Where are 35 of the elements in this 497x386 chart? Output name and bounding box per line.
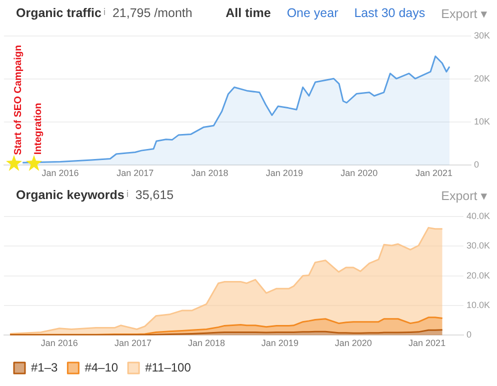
legend-label: #1–3: [31, 360, 58, 374]
x-tick-label: Jan 2017: [114, 338, 152, 348]
text: All time: [226, 6, 271, 20]
y-tick-label: 10.0K: [466, 300, 490, 310]
annotation: Start of SEO Campaign: [12, 45, 24, 156]
x-tick-label: Jan 2016: [42, 168, 79, 178]
y-tick-label: 10K: [474, 116, 490, 127]
x-tick-label: Jan 2020: [334, 338, 372, 348]
text: Last 30 days: [354, 6, 426, 20]
x-tick-label: Jan 2018: [191, 168, 228, 178]
text: Export ▾: [441, 188, 487, 202]
y-tick-label: 30.0K: [466, 240, 490, 251]
legend-label: #4–10: [84, 360, 118, 374]
y-tick-label: 0: [474, 160, 479, 170]
chart-subtitle: 21,795 /month: [112, 6, 192, 20]
legend-label: #11–100: [145, 360, 192, 374]
y-tick-label: 20K: [474, 74, 490, 84]
x-tick-label: Jan 2016: [40, 338, 78, 348]
x-tick-label: Jan 2019: [266, 168, 303, 178]
x-tick-label: Jan 2017: [116, 168, 154, 178]
chart-title: Organic traffic: [16, 6, 102, 20]
x-tick-label: Jan 2020: [340, 168, 378, 178]
y-tick-label: 0: [466, 330, 472, 340]
y-tick-label: 40.0K: [466, 210, 490, 221]
chart-subtitle: 35,615: [135, 188, 174, 202]
text: One year: [286, 6, 338, 20]
annotation: Integration: [33, 102, 44, 155]
text: Export ▾: [441, 6, 487, 20]
x-tick-label: Jan 2021: [408, 338, 446, 348]
x-tick-label: Jan 2021: [415, 168, 452, 178]
y-tick-label: 30K: [474, 30, 490, 40]
chart-title: Organic keywords: [16, 188, 124, 202]
y-tick-label: 20.0K: [466, 270, 490, 280]
x-tick-label: Jan 2019: [261, 338, 298, 348]
x-tick-label: Jan 2018: [188, 338, 225, 348]
